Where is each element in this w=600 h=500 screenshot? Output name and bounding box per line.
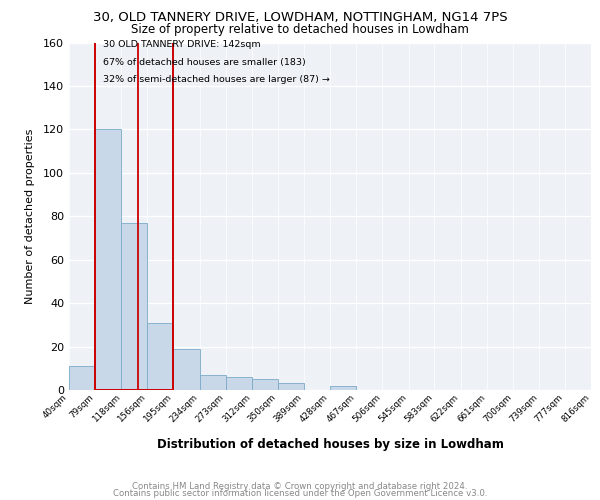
Text: Size of property relative to detached houses in Lowdham: Size of property relative to detached ho… [131,22,469,36]
Bar [147,322,173,390]
Bar [95,38,173,390]
Bar [330,386,356,390]
Y-axis label: Number of detached properties: Number of detached properties [25,128,35,304]
Bar [173,348,199,390]
Bar [278,384,304,390]
Text: Contains HM Land Registry data © Crown copyright and database right 2024.: Contains HM Land Registry data © Crown c… [132,482,468,491]
Text: 30, OLD TANNERY DRIVE, LOWDHAM, NOTTINGHAM, NG14 7PS: 30, OLD TANNERY DRIVE, LOWDHAM, NOTTINGH… [92,11,508,24]
Text: 67% of detached houses are smaller (183): 67% of detached houses are smaller (183) [97,58,305,66]
Bar [226,377,252,390]
X-axis label: Distribution of detached houses by size in Lowdham: Distribution of detached houses by size … [157,438,503,451]
Text: 32% of semi-detached houses are larger (87) →: 32% of semi-detached houses are larger (… [97,75,329,84]
Text: Contains public sector information licensed under the Open Government Licence v3: Contains public sector information licen… [113,488,487,498]
Bar [69,366,95,390]
Bar [95,130,121,390]
Text: 30 OLD TANNERY DRIVE: 142sqm: 30 OLD TANNERY DRIVE: 142sqm [97,40,260,50]
Bar [199,375,226,390]
Bar [121,223,147,390]
Bar [252,379,278,390]
